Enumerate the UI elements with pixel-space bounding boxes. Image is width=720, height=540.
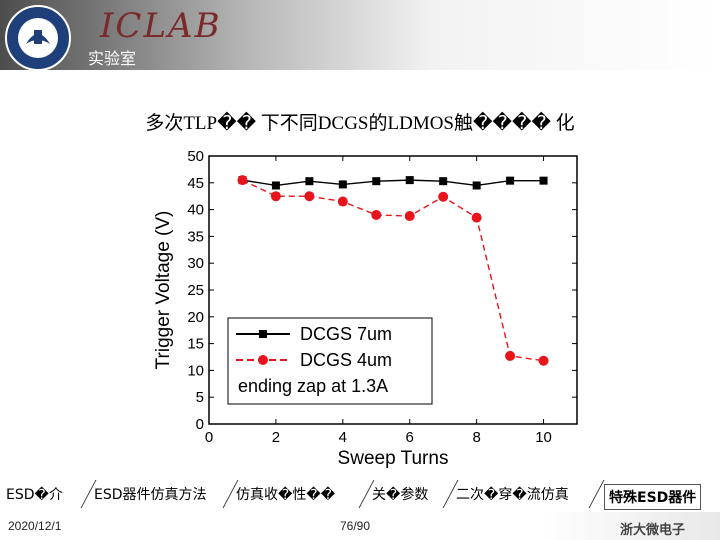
y-tick-label: 25: [187, 282, 204, 299]
y-tick-label: 50: [187, 148, 204, 165]
data-point-square: [271, 181, 280, 190]
x-tick-label: 6: [406, 429, 414, 446]
x-tick-label: 10: [535, 429, 552, 446]
data-point-circle: [304, 191, 315, 202]
data-point-circle: [404, 211, 415, 222]
data-point-circle: [337, 196, 348, 207]
legend-note: ending zap at 1.3A: [238, 376, 388, 396]
legend-marker: [258, 355, 268, 365]
section-tabs: ESD�介 ESD器件仿真方法 仿真收�性�� 关�参数 二次�穿�流仿真 特殊…: [0, 480, 720, 512]
tab-esd-intro[interactable]: ESD�介: [6, 487, 63, 503]
header-banner: ICLAB 实验室: [0, 0, 720, 71]
y-tick-label: 20: [187, 309, 204, 326]
tab-convergence[interactable]: 仿真收�性��: [236, 487, 336, 503]
data-point-square: [472, 181, 481, 190]
footer-bar: [0, 512, 720, 540]
legend-marker: [259, 330, 267, 338]
data-point-square: [372, 177, 381, 186]
x-tick-label: 0: [205, 429, 213, 446]
y-tick-label: 35: [187, 228, 204, 245]
legend-label: DCGS 4um: [300, 350, 392, 370]
data-point-square: [439, 177, 448, 186]
y-tick-label: 5: [196, 389, 204, 406]
data-point-circle: [371, 209, 382, 220]
data-point-circle: [237, 175, 248, 186]
tab-simulation-method[interactable]: ESD器件仿真方法: [94, 487, 207, 503]
tab-key-parameters[interactable]: 关�参数: [372, 487, 429, 503]
lab-logo-title: ICLAB: [100, 6, 222, 46]
slide-title: 多次TLP�� 下不同DCGS的LDMOS触���� 化: [145, 113, 575, 134]
y-tick-label: 0: [196, 416, 204, 433]
y-tick-label: 45: [187, 175, 204, 192]
trigger-voltage-chart: 0 5 10 15 20 25 30 35 40 45 50 0 2 4 6 8 10 Sweep Turns Tr…: [145, 143, 593, 473]
series-line-1: [242, 179, 544, 362]
data-point-square: [405, 176, 414, 185]
y-axis-label: Trigger Voltage (V): [153, 211, 174, 370]
data-point-square: [506, 176, 515, 185]
x-tick-label: 2: [272, 429, 280, 446]
footer-brand: 浙大微电子: [620, 523, 686, 538]
y-tick-label: 30: [187, 255, 204, 272]
x-tick-label: 8: [472, 429, 480, 446]
data-point-circle: [538, 355, 549, 366]
tab-secondary-breakdown[interactable]: 二次�穿�流仿真: [456, 487, 569, 503]
chart-container: 0 5 10 15 20 25 30 35 40 45 50 0 2 4 6 8 10 Sweep Turns Tr…: [145, 143, 593, 473]
data-point-circle: [270, 191, 281, 202]
footer-date: 2020/12/1: [8, 519, 62, 533]
data-point-circle: [438, 191, 449, 202]
y-tick-label: 15: [187, 336, 204, 353]
university-seal-logo: [5, 5, 71, 71]
data-point-square: [338, 180, 347, 189]
data-point-circle: [471, 212, 482, 223]
y-tick-label: 40: [187, 202, 204, 219]
x-tick-label: 4: [339, 429, 347, 446]
legend-label: DCGS 7um: [300, 324, 392, 344]
page-counter: 76/90: [340, 519, 371, 533]
series-line-0: [242, 179, 544, 187]
x-axis-label: Sweep Turns: [338, 448, 449, 469]
data-point-square: [305, 177, 314, 186]
y-tick-label: 10: [187, 362, 204, 379]
chart-background: [145, 143, 593, 473]
data-point-circle: [505, 350, 516, 361]
data-point-square: [539, 176, 548, 185]
tab-special-esd-devices[interactable]: 特殊ESD器件: [604, 484, 702, 510]
lab-logo-subtitle: 实验室: [88, 49, 137, 68]
